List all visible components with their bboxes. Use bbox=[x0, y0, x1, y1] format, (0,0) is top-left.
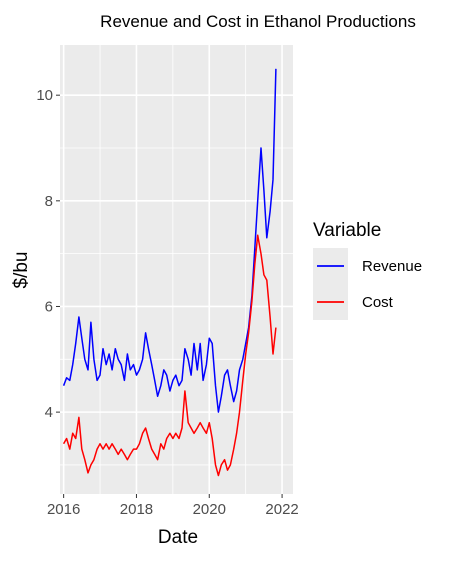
plot-panel bbox=[60, 45, 293, 494]
x-tick-label: 2018 bbox=[120, 501, 153, 518]
series-line-revenue bbox=[62, 68, 277, 413]
x-axis: 2016 2018 2020 2022 bbox=[47, 494, 299, 518]
legend-title: Variable bbox=[313, 220, 381, 241]
legend-items: Revenue Cost bbox=[313, 248, 422, 320]
x-tick-label: 2022 bbox=[265, 501, 298, 518]
series-line-cost bbox=[62, 234, 277, 477]
y-axis: 4 6 8 10 bbox=[36, 87, 60, 421]
legend-label-cost: Cost bbox=[362, 294, 394, 311]
y-tick-label: 4 bbox=[45, 404, 53, 421]
y-axis-title: $/bu bbox=[11, 252, 32, 289]
y-tick-label: 8 bbox=[45, 193, 53, 210]
legend: Variable Revenue Cost bbox=[313, 220, 422, 320]
chart-title: Revenue and Cost in Ethanol Productions bbox=[100, 12, 416, 31]
x-tick-label: 2020 bbox=[193, 501, 226, 518]
grid-major bbox=[60, 45, 293, 494]
series-layer bbox=[62, 68, 277, 477]
legend-label-revenue: Revenue bbox=[362, 258, 422, 275]
x-axis-title: Date bbox=[158, 527, 198, 548]
grid-minor bbox=[60, 45, 293, 494]
y-tick-label: 6 bbox=[45, 298, 53, 315]
y-tick-label: 10 bbox=[36, 87, 53, 104]
x-tick-label: 2016 bbox=[47, 501, 80, 518]
